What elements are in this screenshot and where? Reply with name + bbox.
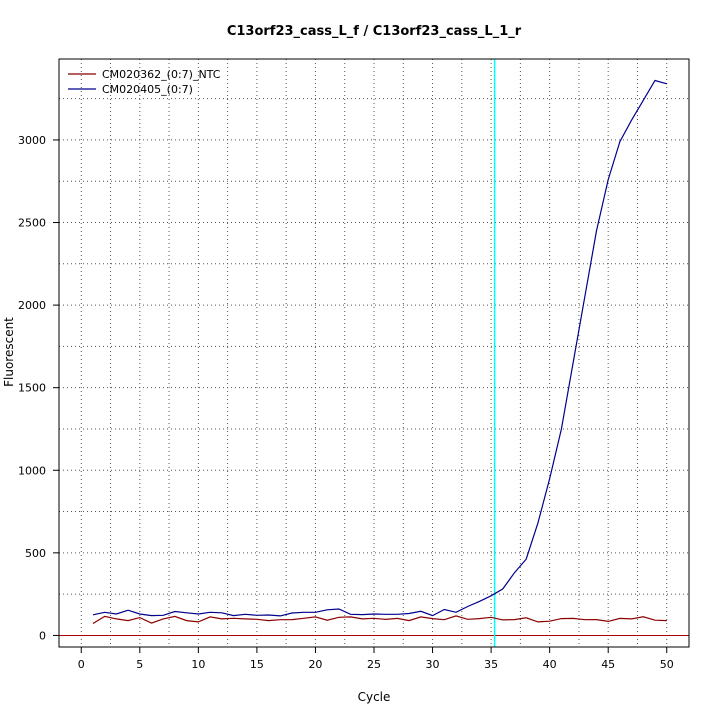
- x-tick-label: 40: [543, 658, 557, 671]
- x-tick-label: 15: [250, 658, 264, 671]
- x-tick-label: 20: [308, 658, 322, 671]
- y-tick-label: 1500: [18, 382, 46, 395]
- x-tick-label: 25: [367, 658, 381, 671]
- reference-lines: [59, 59, 689, 647]
- x-tick-label: 30: [426, 658, 440, 671]
- x-axis: 0 5 10 15 20 25 30 35 40 45 50: [78, 646, 674, 671]
- x-tick-label: 35: [484, 658, 498, 671]
- legend-entry-1: CM020362_(0:7)_NTC: [102, 68, 221, 81]
- y-tick-label: 0: [39, 629, 46, 642]
- y-axis-label: Fluorescent: [2, 317, 16, 387]
- x-tick-label: 0: [78, 658, 85, 671]
- y-tick-label: 3000: [18, 134, 46, 147]
- data-series: [92, 79, 667, 625]
- y-tick-label: 500: [25, 547, 46, 560]
- y-tick-label: 1000: [18, 464, 46, 477]
- x-tick-label: 5: [136, 658, 143, 671]
- y-axis: 0 500 1000 1500 2000 2500 3000: [18, 134, 60, 642]
- legend-entry-2: CM020405_(0:7): [102, 83, 193, 96]
- chart-title: C13orf23_cass_L_f / C13orf23_cass_L_1_r: [227, 24, 522, 39]
- series-line-2: [92, 79, 667, 617]
- grid-lines: [59, 59, 689, 647]
- y-tick-label: 2000: [18, 299, 46, 312]
- x-tick-label: 10: [191, 658, 205, 671]
- x-tick-label: 50: [660, 658, 674, 671]
- legend: CM020362_(0:7)_NTC CM020405_(0:7): [68, 68, 221, 96]
- x-axis-label: Cycle: [358, 690, 391, 704]
- y-tick-label: 2500: [18, 217, 46, 230]
- x-tick-label: 45: [601, 658, 615, 671]
- series-line-1: [92, 615, 667, 625]
